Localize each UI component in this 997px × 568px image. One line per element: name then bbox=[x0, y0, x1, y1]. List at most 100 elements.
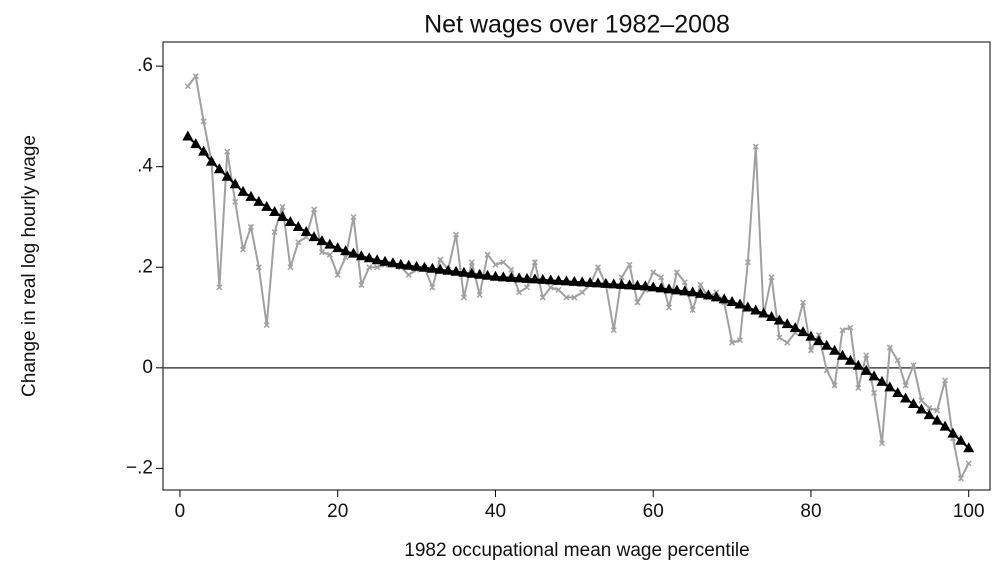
triangle-marker bbox=[907, 398, 919, 409]
triangle-marker bbox=[237, 185, 249, 196]
triangle-marker bbox=[206, 155, 218, 166]
triangle-marker bbox=[198, 145, 210, 156]
x-marker bbox=[634, 299, 641, 306]
y-tick-label: .4 bbox=[137, 156, 153, 177]
triangle-marker bbox=[647, 281, 659, 292]
triangle-marker bbox=[403, 259, 415, 270]
triangle-marker bbox=[600, 277, 612, 288]
triangle-marker bbox=[702, 289, 714, 300]
x-marker bbox=[776, 334, 783, 341]
series-line bbox=[187, 73, 970, 482]
triangle-marker bbox=[639, 280, 651, 291]
x-marker bbox=[658, 274, 665, 281]
x-marker bbox=[886, 344, 893, 351]
triangle-marker bbox=[844, 354, 856, 365]
triangle-marker bbox=[939, 420, 951, 431]
triangle-marker bbox=[773, 314, 785, 325]
x-marker bbox=[429, 284, 436, 291]
x-marker bbox=[957, 475, 964, 482]
triangle-marker bbox=[497, 271, 509, 282]
triangle-marker bbox=[276, 210, 288, 221]
x-marker bbox=[689, 306, 696, 314]
x-marker bbox=[287, 264, 294, 271]
triangle-marker bbox=[923, 409, 935, 420]
triangle-marker bbox=[687, 286, 699, 297]
x-marker bbox=[374, 264, 381, 271]
triangle-marker bbox=[387, 257, 399, 268]
triangle-marker bbox=[813, 335, 825, 346]
triangle-marker bbox=[395, 258, 407, 269]
triangle-marker bbox=[568, 275, 580, 286]
x-marker bbox=[768, 274, 775, 281]
x-marker bbox=[594, 264, 602, 271]
triangle-marker bbox=[269, 205, 281, 216]
x-marker bbox=[815, 332, 822, 339]
x-marker bbox=[902, 382, 909, 389]
x-marker bbox=[729, 339, 736, 346]
x-marker bbox=[311, 206, 318, 213]
triangle-marker bbox=[608, 278, 620, 289]
x-marker bbox=[192, 73, 199, 80]
x-marker bbox=[665, 304, 673, 311]
triangle-marker bbox=[821, 339, 833, 350]
triangle-marker bbox=[190, 138, 202, 149]
chart-title: Net wages over 1982–2008 bbox=[424, 11, 730, 39]
x-marker bbox=[610, 327, 617, 334]
x-marker bbox=[200, 118, 207, 125]
triangle-marker bbox=[213, 163, 225, 174]
triangle-marker bbox=[781, 318, 793, 329]
x-marker bbox=[697, 281, 704, 288]
x-marker bbox=[318, 249, 325, 256]
triangle-marker bbox=[766, 311, 778, 322]
x-marker bbox=[855, 384, 862, 391]
x-marker bbox=[247, 224, 254, 231]
x-marker bbox=[926, 405, 933, 412]
x-marker bbox=[452, 231, 460, 238]
x-marker bbox=[437, 256, 444, 263]
x-marker bbox=[523, 284, 531, 291]
x-marker bbox=[366, 264, 373, 271]
triangle-marker bbox=[750, 304, 762, 315]
x-marker bbox=[224, 148, 231, 155]
x-tick-label: 0 bbox=[175, 501, 186, 522]
triangle-marker bbox=[884, 381, 896, 392]
triangle-marker bbox=[679, 285, 691, 296]
triangle-marker bbox=[868, 370, 880, 381]
y-tick-label: −.2 bbox=[126, 457, 153, 478]
x-marker bbox=[839, 327, 846, 334]
x-marker bbox=[555, 286, 562, 293]
y-tick-label: .6 bbox=[137, 55, 153, 76]
x-marker bbox=[216, 284, 223, 291]
x-tick-label: 80 bbox=[800, 501, 821, 522]
x-marker bbox=[744, 259, 751, 266]
triangle-marker bbox=[229, 178, 241, 189]
x-marker bbox=[350, 213, 357, 221]
x-marker bbox=[863, 352, 870, 359]
x-marker bbox=[326, 251, 333, 258]
triangle-marker bbox=[426, 262, 438, 273]
triangle-marker bbox=[963, 442, 975, 453]
x-marker bbox=[847, 324, 854, 331]
triangle-marker bbox=[182, 130, 194, 141]
triangle-marker bbox=[458, 266, 470, 277]
x-marker bbox=[894, 357, 901, 364]
x-marker bbox=[342, 254, 349, 261]
x-marker bbox=[460, 294, 467, 301]
x-marker bbox=[934, 407, 941, 414]
x-marker bbox=[279, 203, 286, 210]
triangle-marker bbox=[324, 238, 336, 249]
triangle-marker bbox=[379, 255, 391, 266]
x-marker bbox=[942, 377, 949, 384]
x-tick-label: 40 bbox=[485, 501, 506, 522]
triangle-marker bbox=[489, 270, 501, 281]
triangle-marker bbox=[726, 295, 738, 306]
triangle-marker bbox=[931, 414, 943, 425]
triangle-marker bbox=[947, 427, 959, 438]
x-marker bbox=[878, 440, 885, 447]
x-marker bbox=[563, 294, 570, 301]
triangle-marker bbox=[545, 274, 557, 285]
x-marker bbox=[910, 362, 917, 369]
series-line bbox=[187, 135, 970, 449]
x-marker bbox=[571, 294, 578, 301]
triangle-marker bbox=[513, 272, 525, 283]
